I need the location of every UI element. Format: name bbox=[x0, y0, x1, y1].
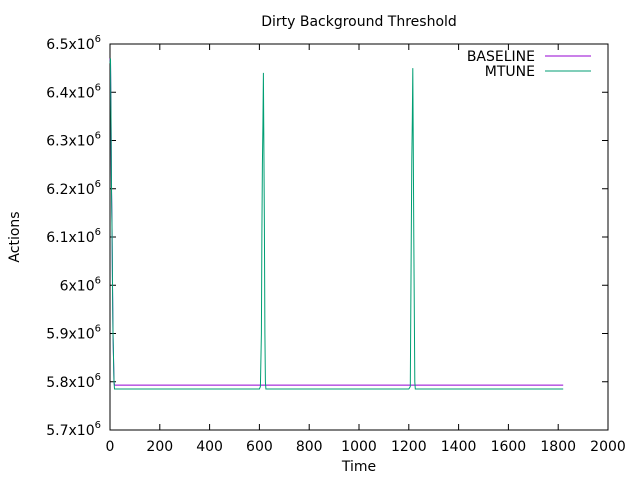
y-tick-label-exponent: 6 bbox=[95, 179, 101, 190]
y-tick-label: 5.9x106 bbox=[46, 324, 101, 343]
y-tick-label: 6.1x106 bbox=[46, 227, 101, 246]
y-tick-label-exponent: 6 bbox=[95, 227, 101, 238]
y-tick-label: 5.8x106 bbox=[46, 372, 101, 391]
y-tick-label: 6x106 bbox=[60, 275, 101, 294]
legend-label-mtune: MTUNE bbox=[485, 64, 535, 80]
x-tick-label: 1200 bbox=[391, 439, 427, 455]
y-tick-label: 5.7x106 bbox=[46, 420, 101, 439]
chart-title: Dirty Background Threshold bbox=[261, 14, 457, 30]
legend-label-baseline: BASELINE bbox=[467, 49, 535, 65]
y-tick-label: 6.4x106 bbox=[46, 82, 101, 101]
x-tick-label: 400 bbox=[196, 439, 223, 455]
y-tick-label-exponent: 6 bbox=[95, 324, 101, 335]
x-tick-label: 800 bbox=[296, 439, 323, 455]
x-tick-label: 1600 bbox=[491, 439, 527, 455]
y-tick-label-exponent: 6 bbox=[95, 372, 101, 383]
y-axis-ticks: 5.7x1065.8x1065.9x1066x1066.1x1066.2x106… bbox=[46, 34, 608, 439]
y-tick-label-base: 6.5x10 bbox=[46, 37, 94, 53]
y-tick-label-base: 6.4x10 bbox=[46, 85, 94, 101]
x-tick-label: 2000 bbox=[590, 439, 626, 455]
x-tick-label: 600 bbox=[246, 439, 273, 455]
y-tick-label-exponent: 6 bbox=[95, 34, 101, 45]
x-tick-label: 0 bbox=[106, 439, 115, 455]
y-tick-label: 6.2x106 bbox=[46, 179, 101, 198]
y-tick-label-base: 5.8x10 bbox=[46, 375, 94, 391]
y-tick-label-base: 6.3x10 bbox=[46, 134, 94, 150]
series-line-mtune bbox=[109, 58, 564, 390]
y-tick-label-base: 5.7x10 bbox=[46, 423, 94, 439]
x-tick-label: 1800 bbox=[540, 439, 576, 455]
y-tick-label: 6.3x106 bbox=[46, 131, 101, 150]
y-tick-label-exponent: 6 bbox=[95, 131, 101, 142]
series-lines bbox=[109, 58, 564, 390]
plot-area-frame bbox=[109, 43, 609, 431]
series-line-baseline bbox=[109, 58, 564, 386]
x-tick-label: 200 bbox=[146, 439, 173, 455]
x-tick-label: 1000 bbox=[341, 439, 377, 455]
x-axis-ticks: 0 200 400 600 800 1000 1200 1400 1600 1800 2000 bbox=[106, 44, 626, 455]
y-tick-label: 6.5x106 bbox=[46, 34, 101, 53]
y-tick-label-exponent: 6 bbox=[95, 275, 101, 286]
y-tick-label-exponent: 6 bbox=[95, 420, 101, 431]
y-tick-label-base: 5.9x10 bbox=[46, 327, 94, 343]
x-axis-label: Time bbox=[341, 459, 376, 475]
y-tick-label-exponent: 6 bbox=[95, 82, 101, 93]
y-axis-label: Actions bbox=[7, 211, 23, 262]
y-tick-label-base: 6.2x10 bbox=[46, 182, 94, 198]
x-tick-label: 1400 bbox=[441, 439, 477, 455]
y-tick-label-base: 6x10 bbox=[60, 278, 95, 294]
y-tick-label-base: 6.1x10 bbox=[46, 230, 94, 246]
